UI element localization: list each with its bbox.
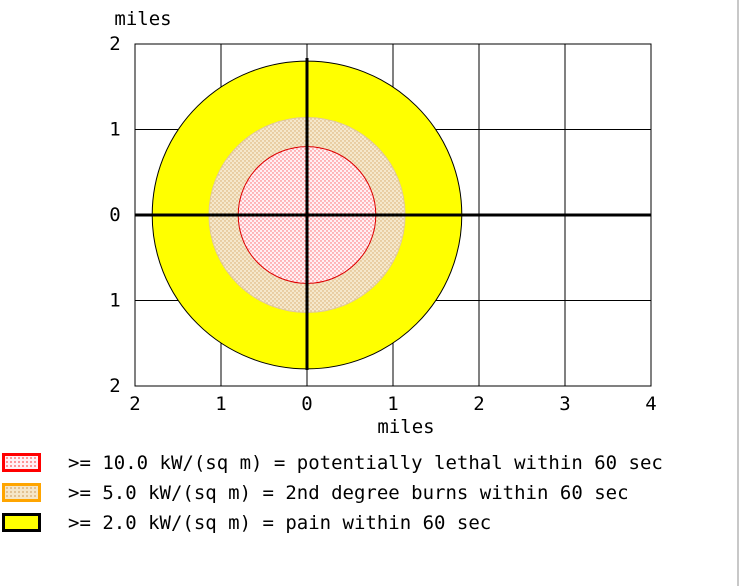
legend-swatch-red	[2, 453, 41, 472]
legend-item-burns: >= 5.0 kW/(sq m) = 2nd degree burns with…	[0, 480, 739, 510]
legend-label: >= 5.0 kW/(sq m) = 2nd degree burns with…	[68, 482, 629, 504]
legend-label: >= 2.0 kW/(sq m) = pain within 60 sec	[68, 512, 492, 534]
y-tick-label: 1	[109, 119, 120, 141]
threat-zone-plot: 2 1 0 1 2 3 4 2 1 0 1 2 miles miles	[109, 8, 656, 438]
x-tick-label: 2	[473, 393, 484, 415]
window-edge	[737, 0, 739, 586]
x-tick-label: 0	[301, 393, 312, 415]
y-tick-label: 2	[109, 33, 120, 55]
legend-label: >= 10.0 kW/(sq m) = potentially lethal w…	[68, 452, 663, 474]
y-tick-label: 1	[109, 290, 120, 312]
x-tick-label: 2	[129, 393, 140, 415]
y-tick-label: 2	[109, 375, 120, 397]
x-tick-label: 4	[645, 393, 656, 415]
axes	[135, 58, 651, 370]
legend-item-pain: >= 2.0 kW/(sq m) = pain within 60 sec	[0, 510, 739, 540]
x-tick-label: 1	[387, 393, 398, 415]
x-tick-label: 1	[215, 393, 226, 415]
y-axis-title: miles	[114, 8, 171, 30]
legend-swatch-yellow	[2, 513, 41, 532]
legend-item-lethal: >= 10.0 kW/(sq m) = potentially lethal w…	[0, 450, 739, 480]
axis-labels: 2 1 0 1 2 3 4 2 1 0 1 2 miles miles	[109, 8, 656, 438]
y-tick-label: 0	[109, 204, 120, 226]
legend-swatch-orange	[2, 483, 41, 502]
x-axis-title: miles	[377, 416, 434, 438]
x-tick-label: 3	[559, 393, 570, 415]
legend: >= 10.0 kW/(sq m) = potentially lethal w…	[0, 450, 739, 540]
